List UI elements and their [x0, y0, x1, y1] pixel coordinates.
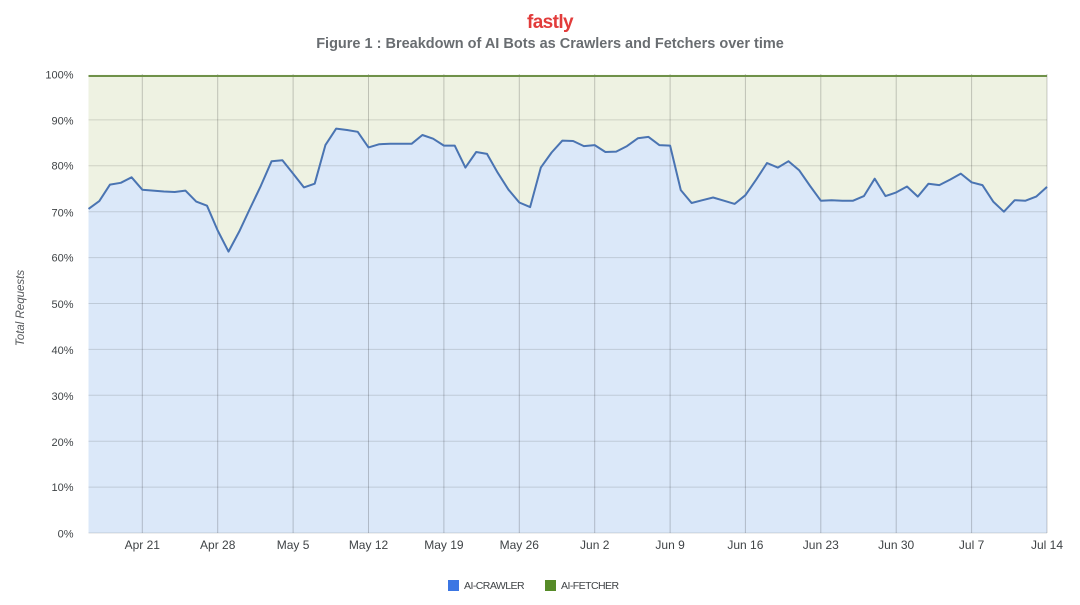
svg-text:May 12: May 12 — [349, 538, 389, 552]
svg-text:Jun 23: Jun 23 — [803, 538, 839, 552]
svg-text:May 19: May 19 — [424, 538, 464, 552]
svg-text:70%: 70% — [51, 207, 73, 219]
svg-text:Jun 2: Jun 2 — [580, 538, 610, 552]
svg-text:Jun 30: Jun 30 — [878, 538, 914, 552]
svg-text:60%: 60% — [51, 252, 73, 264]
svg-text:90%: 90% — [51, 116, 73, 128]
svg-text:Jun 16: Jun 16 — [727, 538, 763, 552]
svg-text:Apr 21: Apr 21 — [125, 538, 161, 552]
svg-text:May 26: May 26 — [500, 538, 540, 552]
svg-text:20%: 20% — [51, 437, 73, 449]
svg-text:10%: 10% — [51, 482, 73, 494]
svg-text:50%: 50% — [51, 299, 73, 311]
svg-text:Jun 9: Jun 9 — [655, 538, 685, 552]
svg-text:May 5: May 5 — [277, 538, 310, 552]
svg-text:Jul 14: Jul 14 — [1031, 538, 1063, 552]
svg-text:0%: 0% — [58, 529, 74, 541]
svg-text:30%: 30% — [51, 391, 73, 403]
svg-text:Apr 28: Apr 28 — [200, 538, 236, 552]
svg-text:80%: 80% — [51, 161, 73, 173]
svg-text:40%: 40% — [51, 345, 73, 357]
svg-text:100%: 100% — [45, 70, 73, 82]
svg-text:Jul 7: Jul 7 — [959, 538, 985, 552]
